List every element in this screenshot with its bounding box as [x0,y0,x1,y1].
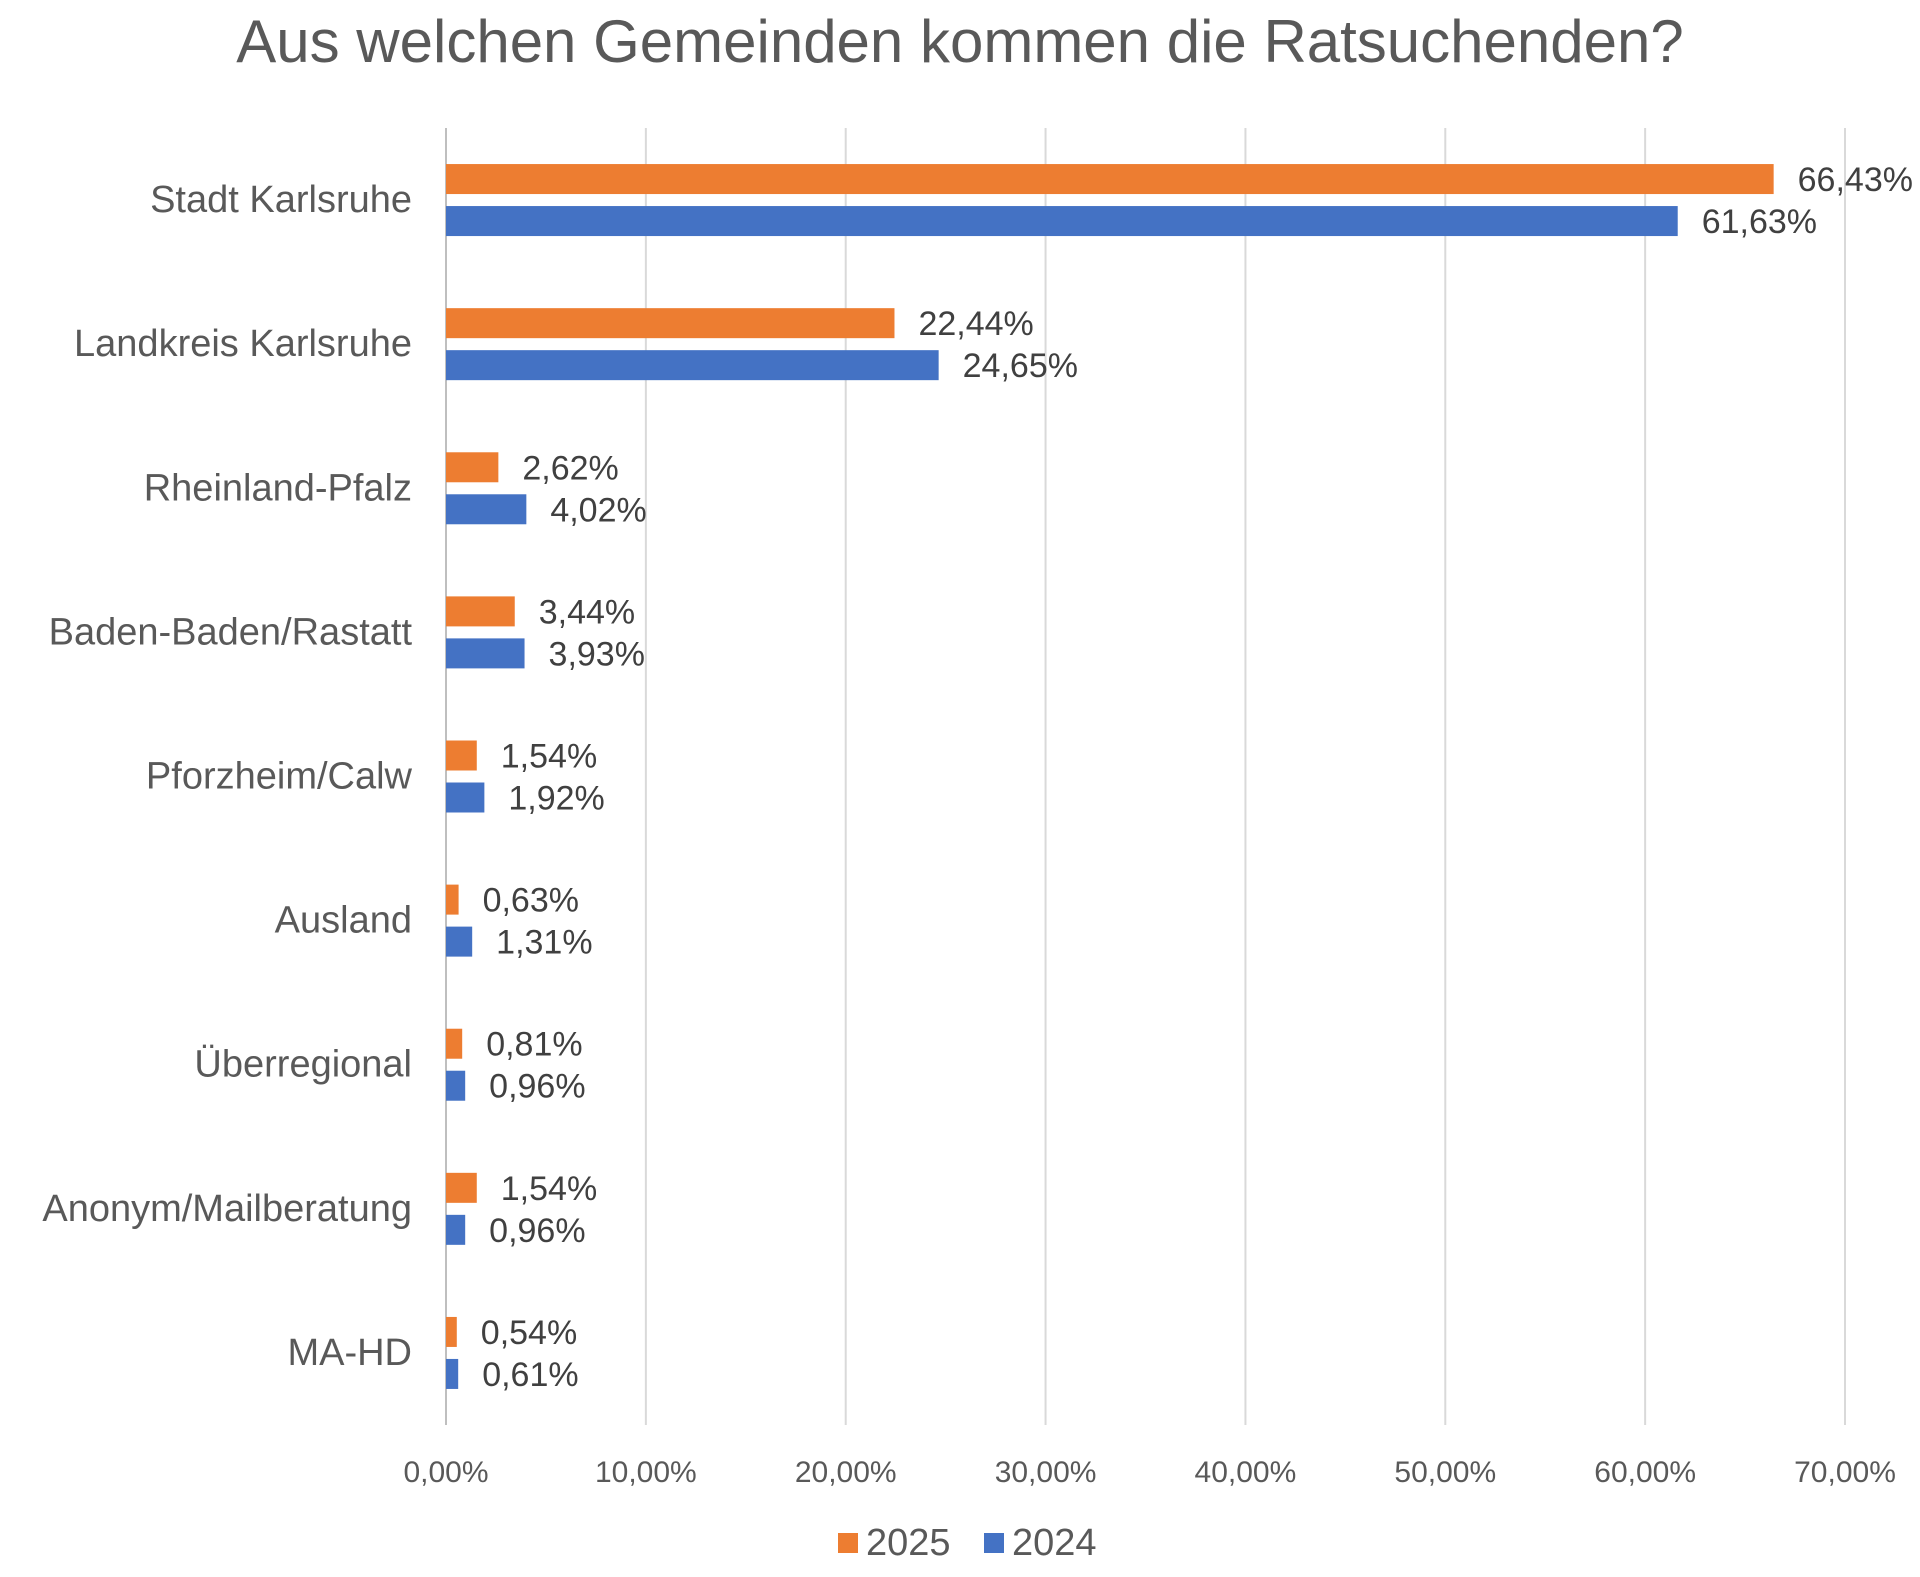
data-label-2025: 0,81% [486,1026,582,1064]
legend-swatch-2024 [984,1533,1004,1553]
x-tick-label: 60,00% [1594,1456,1696,1489]
x-tick-label: 30,00% [995,1456,1097,1489]
data-label-2025: 22,44% [918,305,1033,343]
chart-title: Aus welchen Gemeinden kommen die Ratsuch… [236,8,1684,75]
data-label-2024: 3,93% [549,635,645,673]
category-label: Überregional [194,1044,412,1086]
gridlines [445,128,1846,1425]
x-tick-label: 70,00% [1794,1456,1896,1489]
x-tick-label: 0,00% [403,1456,488,1489]
data-label-2024: 61,63% [1702,203,1817,241]
data-label-2024: 24,65% [963,347,1078,385]
x-tick-label: 10,00% [595,1456,697,1489]
data-label-2025: 3,44% [539,593,635,631]
x-axis-ticks: 0,00% 10,00% 20,00% 30,00% 40,00% 50,00% 60,00… [403,1456,1895,1489]
bar-2025 [446,740,477,771]
bar-2024 [446,782,485,813]
category-label: Pforzheim/Calw [146,756,413,798]
category-label: Stadt Karlsruhe [150,179,412,221]
bar-2025 [446,596,515,627]
bar-2025 [446,1316,457,1347]
bar-2024 [446,494,527,525]
x-tick-label: 40,00% [1195,1456,1297,1489]
data-label-2025: 0,54% [481,1314,577,1352]
category-label: Landkreis Karlsruhe [74,323,412,365]
category-label: Anonym/Mailberatung [42,1188,412,1230]
bar-2024 [446,1214,466,1245]
data-label-2024: 1,92% [508,780,604,818]
data-label-2024: 4,02% [550,491,646,529]
legend: 2025 2024 [838,1522,1097,1564]
bar-2025 [446,1172,477,1203]
legend-swatch-2025 [838,1533,858,1553]
data-label-2025: 2,62% [522,449,618,487]
bar-2025 [446,452,499,483]
data-label-2024: 0,96% [489,1212,585,1250]
data-label-2025: 1,54% [501,738,597,776]
bar-2025 [446,308,895,339]
data-label-2025: 1,54% [501,1170,597,1208]
bar-2024 [446,1070,466,1101]
data-label-2024: 0,61% [482,1356,578,1394]
bar-2025 [446,884,459,915]
bar-2024 [446,350,939,381]
bar-2025 [446,164,1774,195]
bars: 66,43% 61,63% 22,44% 24,65% 2,62% 4,02% 3,44% 3… [446,161,1913,1394]
data-label-2024: 1,31% [496,924,592,962]
data-label-2025: 66,43% [1798,161,1913,199]
bar-2024 [446,926,473,957]
category-label: MA-HD [287,1332,412,1374]
data-label-2024: 0,96% [489,1068,585,1106]
x-tick-label: 20,00% [795,1456,897,1489]
bar-2024 [446,638,525,669]
x-tick-label: 50,00% [1394,1456,1496,1489]
bar-2024 [446,1358,459,1389]
category-label: Baden-Baden/Rastatt [49,611,413,653]
category-labels: Stadt Karlsruhe Landkreis Karlsruhe Rheinl… [42,179,412,1374]
category-label: Rheinland-Pfalz [144,467,412,509]
bar-2024 [446,206,1678,237]
legend-label-2025: 2025 [866,1522,951,1564]
category-label: Ausland [275,900,412,942]
legend-label-2024: 2024 [1012,1522,1097,1564]
data-label-2025: 0,63% [483,882,579,920]
bar-2025 [446,1028,463,1059]
